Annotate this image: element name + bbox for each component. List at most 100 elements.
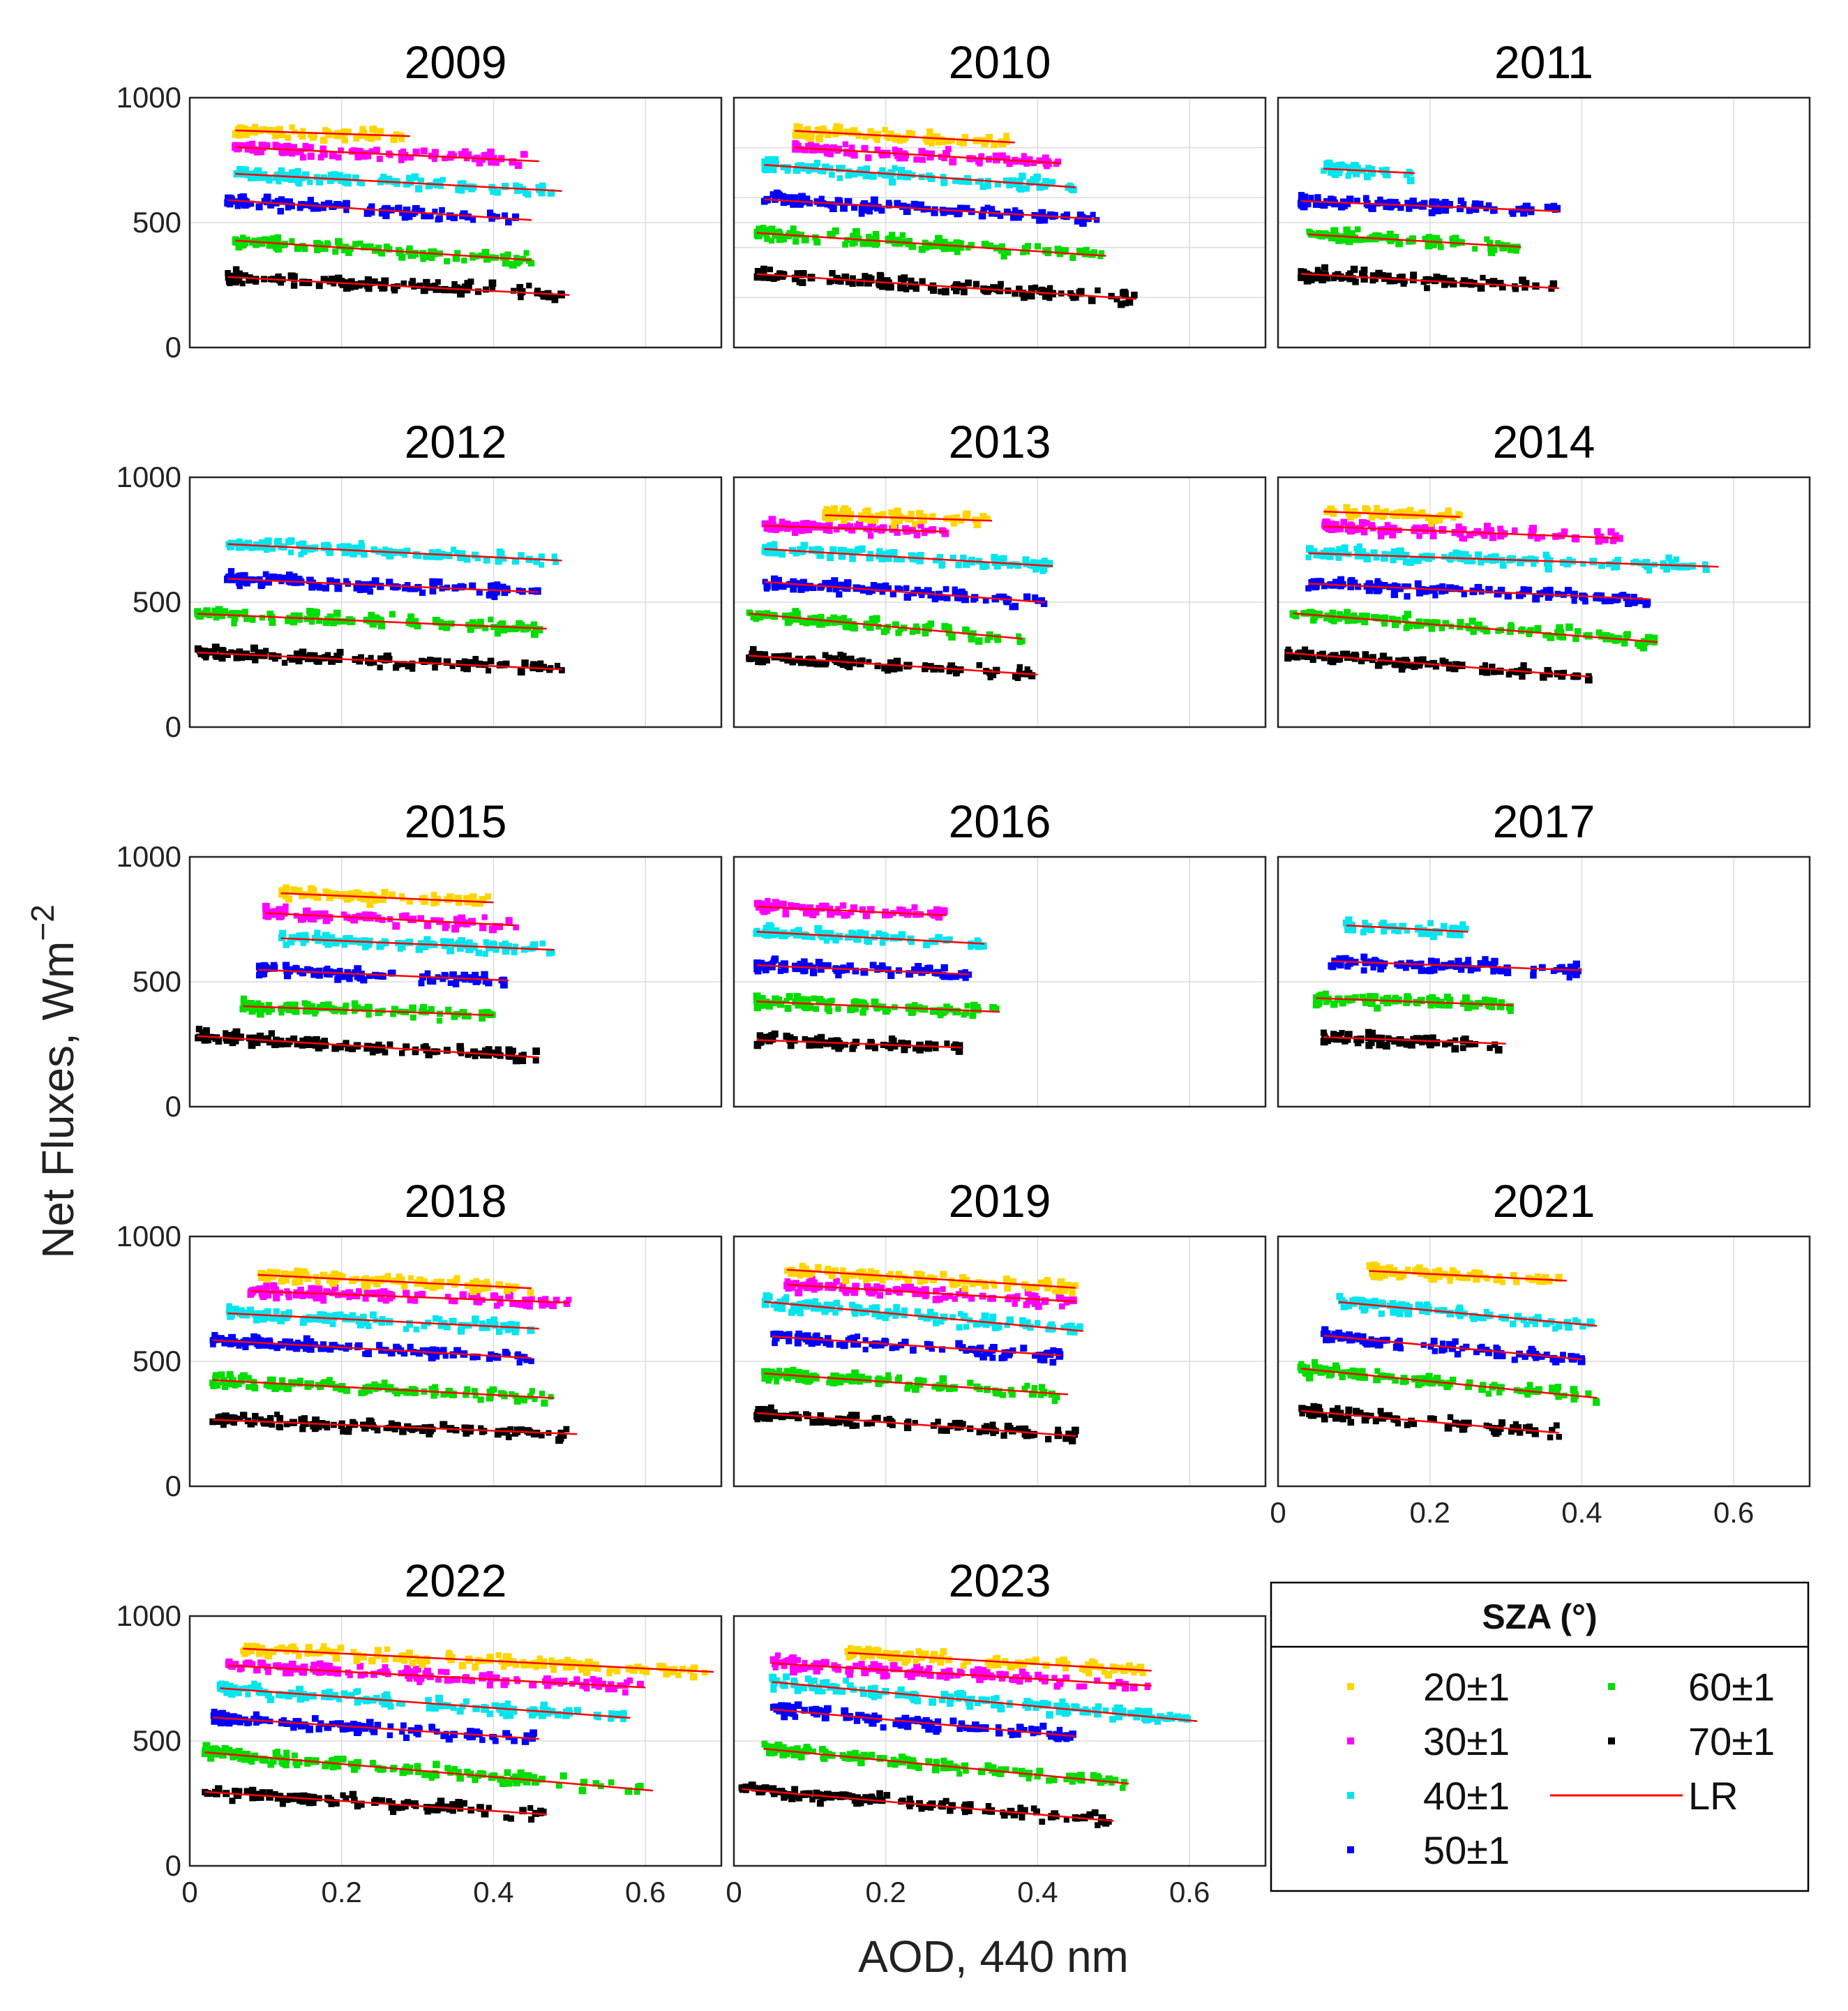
data-point-40: [771, 541, 778, 547]
data-point-60: [1016, 633, 1022, 639]
data-point-60: [488, 616, 494, 622]
data-point-40: [358, 543, 366, 550]
data-point-50: [447, 980, 453, 986]
data-point-40: [1332, 172, 1339, 178]
data-point-50: [1047, 211, 1055, 219]
regression-line-60: [1308, 233, 1522, 248]
data-point-20: [979, 513, 987, 521]
data-point-60: [790, 225, 797, 232]
data-point-40: [287, 938, 295, 945]
data-point-70: [399, 1050, 405, 1056]
data-point-70: [1298, 274, 1305, 281]
data-point-60: [1403, 625, 1410, 631]
data-point-50: [227, 568, 235, 575]
regression-line-40: [756, 931, 985, 945]
data-point-70: [538, 1432, 545, 1439]
data-point-60: [922, 239, 929, 246]
data-point-40: [795, 927, 802, 934]
data-point-60: [1499, 244, 1508, 252]
data-point-50: [996, 593, 1002, 600]
data-point-60: [1457, 619, 1464, 626]
data-point-50: [1337, 576, 1345, 583]
data-point-50: [753, 966, 760, 973]
data-point-70: [1549, 280, 1558, 288]
data-point-40: [1630, 560, 1637, 566]
data-point-50: [267, 202, 274, 209]
data-point-60: [251, 1384, 259, 1391]
data-point-30: [366, 911, 373, 918]
data-point-60: [811, 995, 817, 1002]
data-point-50: [313, 204, 321, 212]
data-point-70: [231, 1419, 237, 1426]
data-point-50: [903, 207, 911, 216]
data-point-60: [1020, 249, 1026, 255]
data-point-40: [1036, 183, 1044, 191]
data-point-60: [753, 1004, 761, 1012]
data-point-70: [1360, 276, 1367, 283]
data-point-70: [220, 1418, 226, 1425]
data-point-70: [545, 292, 553, 301]
data-point-60: [531, 630, 539, 638]
data-point-40: [773, 927, 780, 934]
data-point-60: [922, 629, 929, 637]
data-point-40: [1457, 932, 1464, 939]
data-point-40: [1499, 562, 1507, 569]
data-point-60: [768, 237, 775, 244]
data-point-60: [497, 621, 505, 629]
data-point-70: [1369, 272, 1376, 278]
data-point-50: [271, 574, 280, 582]
data-point-40: [1475, 551, 1482, 559]
data-point-20: [892, 137, 899, 143]
data-point-50: [1554, 590, 1561, 597]
data-point-70: [464, 280, 471, 287]
data-point-70: [1296, 649, 1304, 657]
data-point-50: [1461, 591, 1467, 597]
data-point-40: [968, 944, 974, 950]
data-point-30: [1438, 526, 1447, 534]
data-point-60: [1309, 610, 1316, 617]
data-point-60: [792, 999, 799, 1006]
data-point-20: [984, 515, 991, 521]
data-point-30: [892, 147, 898, 153]
data-point-40: [1468, 557, 1476, 565]
data-point-50: [270, 962, 278, 969]
data-point-20: [463, 895, 469, 902]
data-point-20: [929, 140, 935, 147]
data-point-50: [1582, 598, 1588, 605]
data-point-60: [488, 1393, 494, 1399]
data-point-30: [1466, 531, 1473, 539]
data-point-60: [813, 238, 821, 246]
data-point-40: [278, 167, 285, 174]
data-point-40: [493, 946, 499, 953]
data-point-50: [1347, 583, 1355, 590]
data-point-70: [400, 281, 407, 287]
data-point-70: [766, 275, 773, 281]
data-point-70: [435, 279, 441, 285]
data-point-40: [1478, 559, 1485, 566]
data-point-30: [1336, 525, 1344, 532]
data-point-20: [880, 511, 887, 518]
data-point-30: [945, 146, 952, 153]
data-point-70: [1330, 1036, 1337, 1042]
data-point-70: [216, 1414, 223, 1420]
data-point-50: [1003, 208, 1011, 216]
data-point-30: [357, 148, 364, 155]
data-point-50: [382, 211, 390, 220]
data-point-50: [840, 204, 848, 212]
data-point-70: [1450, 664, 1459, 673]
data-point-40: [1359, 548, 1367, 555]
data-point-40: [1459, 921, 1466, 928]
data-point-70: [331, 1044, 339, 1052]
data-point-50: [450, 214, 458, 221]
data-point-30: [1340, 518, 1348, 526]
data-point-40: [1522, 556, 1528, 563]
data-point-20: [874, 137, 880, 143]
data-point-60: [811, 615, 819, 622]
data-point-30: [262, 902, 270, 911]
data-point-40: [535, 184, 543, 191]
data-point-60: [406, 245, 413, 252]
data-point-60: [841, 615, 847, 621]
data-point-70: [1381, 658, 1388, 666]
data-point-50: [806, 583, 813, 591]
data-point-50: [931, 595, 939, 603]
